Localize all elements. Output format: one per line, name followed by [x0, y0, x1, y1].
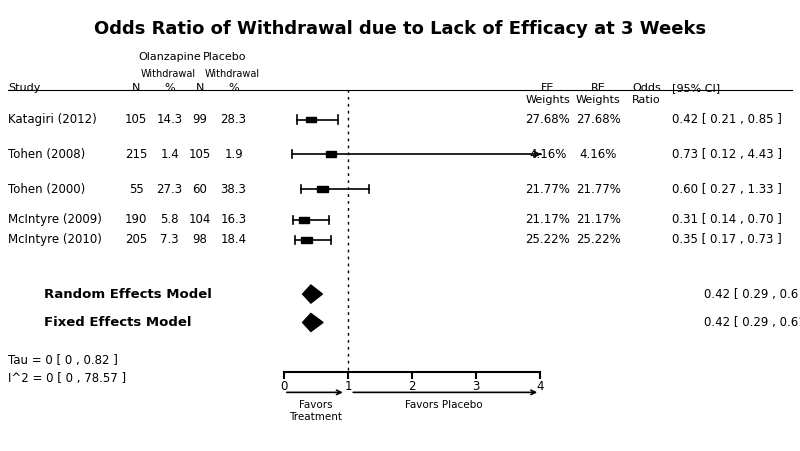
- Text: Placebo: Placebo: [202, 52, 246, 62]
- Text: 215: 215: [125, 148, 147, 161]
- Text: 105: 105: [189, 148, 211, 161]
- Text: McIntyre (2009): McIntyre (2009): [8, 213, 102, 226]
- Text: Study: Study: [8, 83, 40, 93]
- Text: 27.3: 27.3: [157, 183, 182, 196]
- Text: 5.8: 5.8: [160, 213, 179, 226]
- Text: 21.77%: 21.77%: [576, 183, 621, 196]
- Text: 4.16%: 4.16%: [530, 148, 566, 161]
- Text: 55: 55: [129, 183, 143, 196]
- Text: 27.68%: 27.68%: [576, 113, 621, 126]
- Text: 25.22%: 25.22%: [526, 234, 570, 246]
- Text: 0.35 [ 0.17 , 0.73 ]: 0.35 [ 0.17 , 0.73 ]: [672, 234, 782, 246]
- Text: 205: 205: [125, 234, 147, 246]
- Text: 99: 99: [193, 113, 207, 126]
- Text: FE
Weights: FE Weights: [526, 83, 570, 105]
- Text: 4: 4: [536, 380, 544, 393]
- Text: %: %: [164, 83, 175, 93]
- Text: Fixed Effects Model: Fixed Effects Model: [44, 316, 191, 329]
- Text: N: N: [132, 83, 140, 93]
- Text: 190: 190: [125, 213, 147, 226]
- Text: Tohen (2000): Tohen (2000): [8, 183, 86, 196]
- Text: 28.3: 28.3: [221, 113, 246, 126]
- Text: 14.3: 14.3: [157, 113, 182, 126]
- Text: 21.17%: 21.17%: [576, 213, 621, 226]
- Text: 7.3: 7.3: [160, 234, 179, 246]
- Text: 1.9: 1.9: [224, 148, 243, 161]
- Text: 38.3: 38.3: [221, 183, 246, 196]
- Text: [95% CI]: [95% CI]: [672, 83, 720, 93]
- Text: 98: 98: [193, 234, 207, 246]
- Text: 21.17%: 21.17%: [526, 213, 570, 226]
- Text: 4.16%: 4.16%: [580, 148, 617, 161]
- Text: 21.77%: 21.77%: [526, 183, 570, 196]
- Text: Withdrawal: Withdrawal: [205, 69, 260, 78]
- Text: 1: 1: [344, 380, 352, 393]
- Text: Random Effects Model: Random Effects Model: [44, 288, 212, 300]
- Text: 0.60 [ 0.27 , 1.33 ]: 0.60 [ 0.27 , 1.33 ]: [672, 183, 782, 196]
- Text: N: N: [196, 83, 204, 93]
- Text: 60: 60: [193, 183, 207, 196]
- Text: 0.31 [ 0.14 , 0.70 ]: 0.31 [ 0.14 , 0.70 ]: [672, 213, 782, 226]
- Text: 2: 2: [408, 380, 416, 393]
- Text: 25.22%: 25.22%: [576, 234, 621, 246]
- Text: Olanzapine: Olanzapine: [138, 52, 201, 62]
- Text: Katagiri (2012): Katagiri (2012): [8, 113, 97, 126]
- Text: 18.4: 18.4: [221, 234, 246, 246]
- Text: 3: 3: [472, 380, 480, 393]
- Text: Tohen (2008): Tohen (2008): [8, 148, 86, 161]
- Text: Odds
Ratio: Odds Ratio: [632, 83, 661, 105]
- Text: 0.73 [ 0.12 , 4.43 ]: 0.73 [ 0.12 , 4.43 ]: [672, 148, 782, 161]
- Text: Tau = 0 [ 0 , 0.82 ]: Tau = 0 [ 0 , 0.82 ]: [8, 354, 118, 367]
- Text: McIntyre (2010): McIntyre (2010): [8, 234, 102, 246]
- Text: RE
Weights: RE Weights: [576, 83, 621, 105]
- Text: Withdrawal: Withdrawal: [141, 69, 196, 78]
- Text: 1.4: 1.4: [160, 148, 179, 161]
- Text: Favors
Treatment: Favors Treatment: [290, 400, 342, 422]
- Text: 104: 104: [189, 213, 211, 226]
- Text: I^2 = 0 [ 0 , 78.57 ]: I^2 = 0 [ 0 , 78.57 ]: [8, 373, 126, 385]
- Text: %: %: [228, 83, 239, 93]
- Text: 27.68%: 27.68%: [526, 113, 570, 126]
- Text: 105: 105: [125, 113, 147, 126]
- Text: 0.42 [ 0.21 , 0.85 ]: 0.42 [ 0.21 , 0.85 ]: [672, 113, 782, 126]
- Text: 16.3: 16.3: [221, 213, 246, 226]
- Text: 0.42 [ 0.29 , 0.61 ]: 0.42 [ 0.29 , 0.61 ]: [704, 316, 800, 329]
- Text: Favors Placebo: Favors Placebo: [405, 400, 483, 410]
- Text: 0: 0: [280, 380, 288, 393]
- Text: Odds Ratio of Withdrawal due to Lack of Efficacy at 3 Weeks: Odds Ratio of Withdrawal due to Lack of …: [94, 20, 706, 38]
- Text: 0.42 [ 0.29 , 0.6 ]: 0.42 [ 0.29 , 0.6 ]: [704, 288, 800, 300]
